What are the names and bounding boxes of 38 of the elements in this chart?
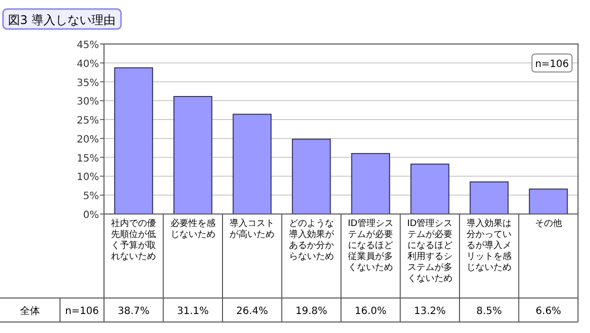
data-label: 8.5% <box>476 306 502 317</box>
y-tick-label: 0% <box>83 210 99 221</box>
x-tick-label: 必要性を感じないため <box>170 218 216 240</box>
y-tick-label: 35% <box>76 78 99 89</box>
y-tick-label: 40% <box>76 58 99 70</box>
x-tick-label: 社内での優先順位が低く予算が取れないため <box>111 218 156 262</box>
text: 全体 <box>20 305 40 317</box>
data-label: 19.8% <box>295 306 328 317</box>
bar <box>114 67 154 214</box>
data-label: 6.6% <box>536 306 562 317</box>
bar <box>351 153 390 214</box>
y-tick-label: 5% <box>83 191 99 202</box>
y-tick-label: 25% <box>76 116 99 127</box>
data-label: 16.0% <box>354 306 387 317</box>
chart-title: 図3 導入しない理由 <box>8 13 116 27</box>
bar <box>292 138 331 214</box>
data-label: 26.4% <box>236 306 268 317</box>
x-tick-label: ID管理システムが必要になるほど利用するシステムが多くないため <box>407 218 453 284</box>
data-label: 38.7% <box>118 306 150 317</box>
x-tick-label: その他 <box>534 218 562 229</box>
data-label: 31.1% <box>176 306 209 317</box>
bar <box>173 96 212 214</box>
y-tick-label: 20% <box>76 134 99 146</box>
annotation: n=106 <box>535 59 569 70</box>
y-tick-label: 45% <box>76 40 99 51</box>
x-tick-label: ID管理システムが必要になるほど従業員が多くないため <box>348 218 394 273</box>
y-tick-label: 30% <box>76 96 99 108</box>
x-tick-label: どのような導入効果があるか分からないため <box>288 219 335 262</box>
bar <box>470 181 509 214</box>
bar <box>528 188 568 214</box>
data-label: 13.2% <box>414 306 446 317</box>
text: n=106 <box>65 306 99 317</box>
bar <box>410 164 450 214</box>
y-tick-label: 15% <box>76 153 99 164</box>
bar <box>232 114 272 214</box>
x-tick-label: 導入効果は分かっているが導入メリットを感じないため <box>466 218 512 273</box>
y-tick-label: 10% <box>76 172 99 184</box>
x-tick-label: 導入コストが高いため <box>230 218 275 240</box>
